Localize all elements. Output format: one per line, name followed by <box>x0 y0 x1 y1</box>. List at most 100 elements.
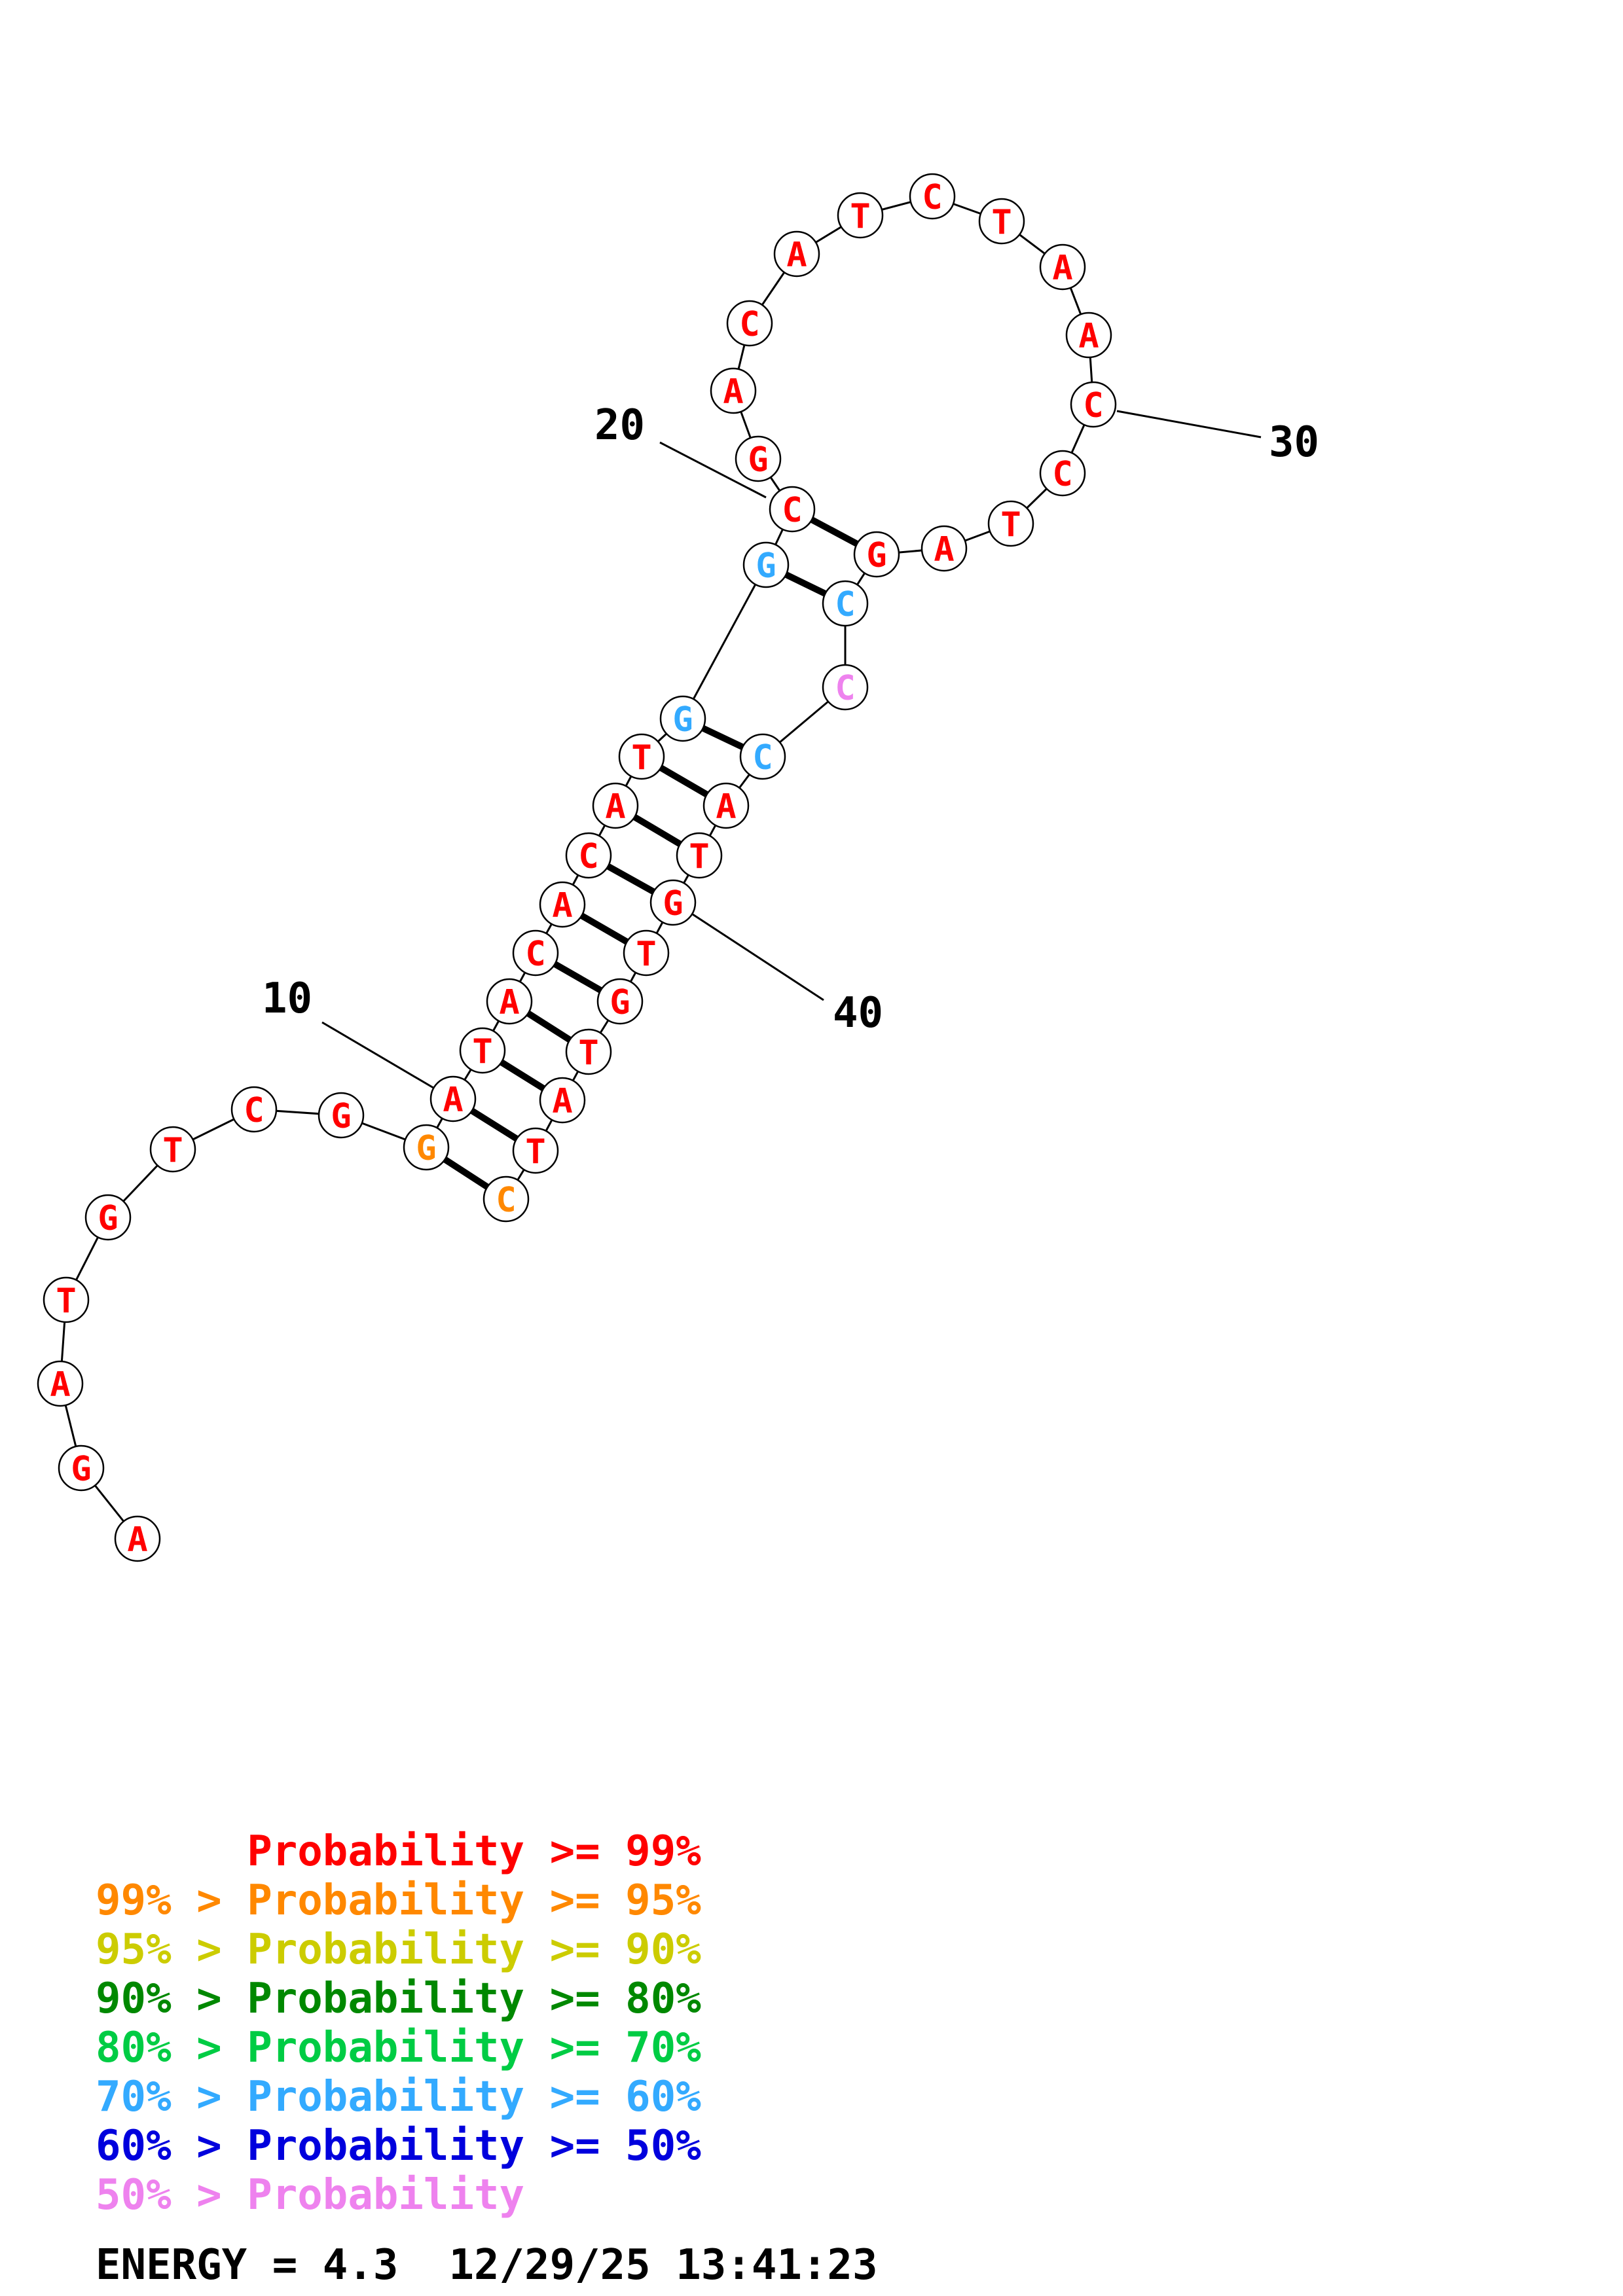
legend-row-3: 95% > Probability >= 90% <box>96 1926 701 1974</box>
nucleotide-letter-42: G <box>610 983 630 1022</box>
nucleotide-circle-25 <box>837 192 884 239</box>
legend-row-8: 50% > Probability <box>96 2171 525 2219</box>
backbone-segment <box>682 564 767 719</box>
nucleotide-letter-41: T <box>636 935 656 974</box>
nucleotide-circle-43 <box>565 1028 612 1075</box>
nucleotide-letter-45: T <box>525 1132 545 1172</box>
nucleotide-letter-39: T <box>689 837 709 876</box>
nucleotide-circle-4 <box>43 1276 90 1323</box>
nucleotide-letter-33: A <box>934 530 954 569</box>
nucleotide-letter-22: A <box>723 372 743 412</box>
nucleotide-circle-41 <box>623 929 670 977</box>
position-label-line <box>321 1021 434 1089</box>
nucleotide-circle-29 <box>1065 312 1112 359</box>
probability-legend: Probability >= 99% 99% > Probability >= 9… <box>96 1827 701 2220</box>
nucleotide-letter-43: T <box>578 1033 598 1073</box>
nucleotide-circle-10 <box>429 1075 477 1122</box>
nucleotide-circle-5 <box>84 1194 132 1241</box>
nucleotide-letter-6: T <box>162 1131 183 1170</box>
position-label-line <box>659 441 767 499</box>
legend-row-2: 99% > Probability >= 95% <box>96 1876 701 1925</box>
nucleotide-circle-12 <box>486 978 533 1025</box>
nucleotide-circle-15 <box>565 832 612 879</box>
nucleotide-letter-27: T <box>991 203 1012 242</box>
nucleotide-circle-23 <box>726 300 773 347</box>
nucleotide-circle-20 <box>769 486 816 533</box>
nucleotide-circle-32 <box>987 500 1034 547</box>
nucleotide-letter-19: G <box>756 547 776 586</box>
nucleotide-circle-36 <box>822 664 869 711</box>
nucleotide-letter-36: C <box>835 669 855 708</box>
nucleotide-letter-32: T <box>1000 505 1021 545</box>
nucleotide-letter-20: C <box>782 491 802 530</box>
nucleotide-letter-44: A <box>552 1082 572 1121</box>
nucleotide-letter-40: G <box>663 884 683 924</box>
nucleotide-circle-34 <box>853 531 900 578</box>
nucleotide-letter-11: T <box>472 1032 492 1071</box>
nucleotide-circle-31 <box>1039 450 1086 497</box>
nucleotide-circle-44 <box>539 1077 586 1124</box>
nucleotide-circle-30 <box>1070 381 1117 428</box>
position-label-line <box>1116 410 1262 439</box>
nucleotide-circle-1 <box>114 1515 161 1562</box>
nucleotide-circle-33 <box>921 525 968 572</box>
nucleotide-circle-17 <box>618 733 665 780</box>
nucleotide-circle-42 <box>596 978 644 1025</box>
nucleotide-circle-35 <box>822 580 869 627</box>
nucleotide-letter-24: A <box>786 236 807 275</box>
nucleotide-letter-18: G <box>672 700 693 740</box>
nucleotide-letter-37: C <box>752 738 773 778</box>
nucleotide-letter-1: A <box>127 1520 147 1560</box>
nucleotide-circle-9 <box>403 1124 450 1171</box>
energy-line: ENERGY = 4.3 12/29/25 13:41:23 <box>96 2241 878 2289</box>
legend-row-4: 90% > Probability >= 80% <box>96 1975 701 2023</box>
nucleotide-circle-40 <box>649 879 697 926</box>
position-label: 10 <box>262 975 312 1023</box>
nucleotide-circle-11 <box>459 1027 506 1074</box>
nucleotide-letter-15: C <box>578 837 598 876</box>
nucleotide-letter-9: G <box>416 1129 436 1168</box>
nucleotide-letter-10: A <box>443 1081 463 1120</box>
nucleotide-letter-3: A <box>50 1365 70 1405</box>
nucleotide-letter-34: G <box>866 536 886 575</box>
nucleotide-circle-28 <box>1039 243 1086 291</box>
nucleotide-letter-14: A <box>552 886 572 925</box>
nucleotide-circle-45 <box>512 1127 559 1174</box>
legend-row-7: 60% > Probability >= 50% <box>96 2122 701 2170</box>
nucleotide-circle-13 <box>512 929 559 977</box>
legend-row-1: Probability >= 99% <box>96 1827 701 1876</box>
nucleotide-circle-26 <box>909 173 956 220</box>
nucleotide-circle-21 <box>735 435 782 482</box>
nucleotide-letter-12: A <box>499 983 519 1022</box>
nucleotide-letter-17: T <box>631 738 651 778</box>
nucleotide-letter-21: G <box>748 440 768 480</box>
nucleotide-circle-18 <box>659 695 706 742</box>
nucleotide-letter-4: T <box>56 1282 76 1321</box>
nucleotide-letter-35: C <box>835 585 855 624</box>
nucleotide-circle-14 <box>539 881 586 928</box>
nucleotide-circle-7 <box>230 1086 278 1133</box>
nucleotide-circle-2 <box>58 1444 105 1492</box>
nucleotide-circle-38 <box>702 782 750 829</box>
nucleotide-letter-38: A <box>716 787 736 827</box>
nucleotide-circle-8 <box>318 1092 365 1139</box>
nucleotide-letter-16: A <box>605 787 625 827</box>
nucleotide-letter-2: G <box>71 1450 91 1489</box>
nucleotide-letter-8: G <box>331 1097 351 1136</box>
nucleotide-letter-25: T <box>850 197 870 236</box>
nucleotide-circle-3 <box>37 1360 84 1407</box>
nucleotide-letter-31: C <box>1052 455 1072 494</box>
position-label: 20 <box>594 401 645 450</box>
nucleotide-circle-39 <box>676 832 723 879</box>
nucleotide-circle-37 <box>739 733 786 780</box>
nucleotide-letter-29: A <box>1078 317 1099 356</box>
nucleotide-letter-5: G <box>98 1199 118 1238</box>
nucleotide-circle-22 <box>710 367 757 414</box>
nucleotide-letter-28: A <box>1052 249 1072 288</box>
nucleotide-circle-24 <box>773 230 820 278</box>
position-label-line <box>692 913 824 1001</box>
position-label: 40 <box>833 989 883 1037</box>
legend-row-5: 80% > Probability >= 70% <box>96 2024 701 2072</box>
nucleotide-circle-19 <box>742 541 790 588</box>
